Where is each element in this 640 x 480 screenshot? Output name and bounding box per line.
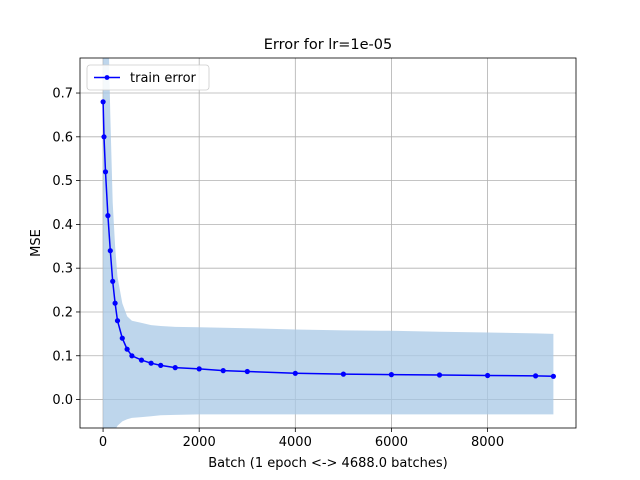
data-point bbox=[172, 365, 178, 371]
data-point bbox=[292, 370, 298, 376]
y-tick-label: 0.0 bbox=[52, 393, 73, 408]
data-point bbox=[101, 134, 107, 140]
x-axis-title: Batch (1 epoch <-> 4688.0 batches) bbox=[208, 456, 447, 471]
data-point bbox=[220, 368, 226, 374]
legend-marker-swatch bbox=[104, 75, 110, 80]
x-axis: 0 2000 4000 6000 8000 bbox=[99, 428, 504, 450]
y-axis: 0.0 0.1 0.2 0.3 0.4 0.5 0.6 0.7 bbox=[52, 87, 80, 408]
data-point bbox=[107, 248, 113, 254]
x-tick-label: 8000 bbox=[471, 435, 504, 450]
data-point bbox=[105, 213, 111, 219]
series-layer bbox=[100, 99, 557, 379]
legend-label: train error bbox=[130, 71, 197, 86]
data-point bbox=[485, 372, 491, 379]
data-point bbox=[388, 372, 394, 378]
data-point bbox=[436, 372, 443, 378]
y-tick-label: 0.4 bbox=[52, 218, 73, 233]
data-point bbox=[124, 346, 130, 352]
data-point bbox=[340, 371, 346, 377]
legend: train error bbox=[86, 64, 210, 91]
error-band-layer bbox=[103, 58, 554, 428]
data-point bbox=[533, 373, 539, 379]
y-tick-label: 0.2 bbox=[52, 305, 73, 320]
plot-frame bbox=[79, 57, 577, 429]
y-axis-title: MSE bbox=[29, 229, 44, 257]
x-tick-label: 0 bbox=[99, 435, 107, 450]
data-point bbox=[129, 353, 135, 359]
data-point bbox=[158, 362, 164, 368]
data-point bbox=[138, 357, 145, 363]
y-tick-label: 0.3 bbox=[52, 262, 73, 277]
data-point bbox=[110, 278, 116, 284]
data-point bbox=[196, 366, 202, 372]
data-point bbox=[244, 368, 250, 375]
legend-box bbox=[86, 64, 210, 91]
data-point bbox=[119, 335, 125, 341]
x-tick-label: 4000 bbox=[279, 435, 312, 450]
error-band bbox=[103, 58, 554, 428]
x-tick-label: 6000 bbox=[375, 435, 408, 450]
y-tick-label: 0.5 bbox=[52, 174, 73, 189]
data-point bbox=[550, 373, 557, 379]
data-point bbox=[100, 99, 106, 105]
data-point bbox=[114, 318, 121, 324]
y-tick-label: 0.1 bbox=[52, 349, 73, 364]
chart-title: Error for lr=1e-05 bbox=[264, 37, 392, 53]
data-point bbox=[102, 169, 109, 175]
y-tick-label: 0.6 bbox=[52, 130, 73, 145]
y-tick-label: 0.7 bbox=[52, 87, 73, 102]
x-tick-label: 2000 bbox=[183, 435, 216, 450]
data-point bbox=[112, 300, 118, 306]
data-point bbox=[148, 360, 154, 366]
